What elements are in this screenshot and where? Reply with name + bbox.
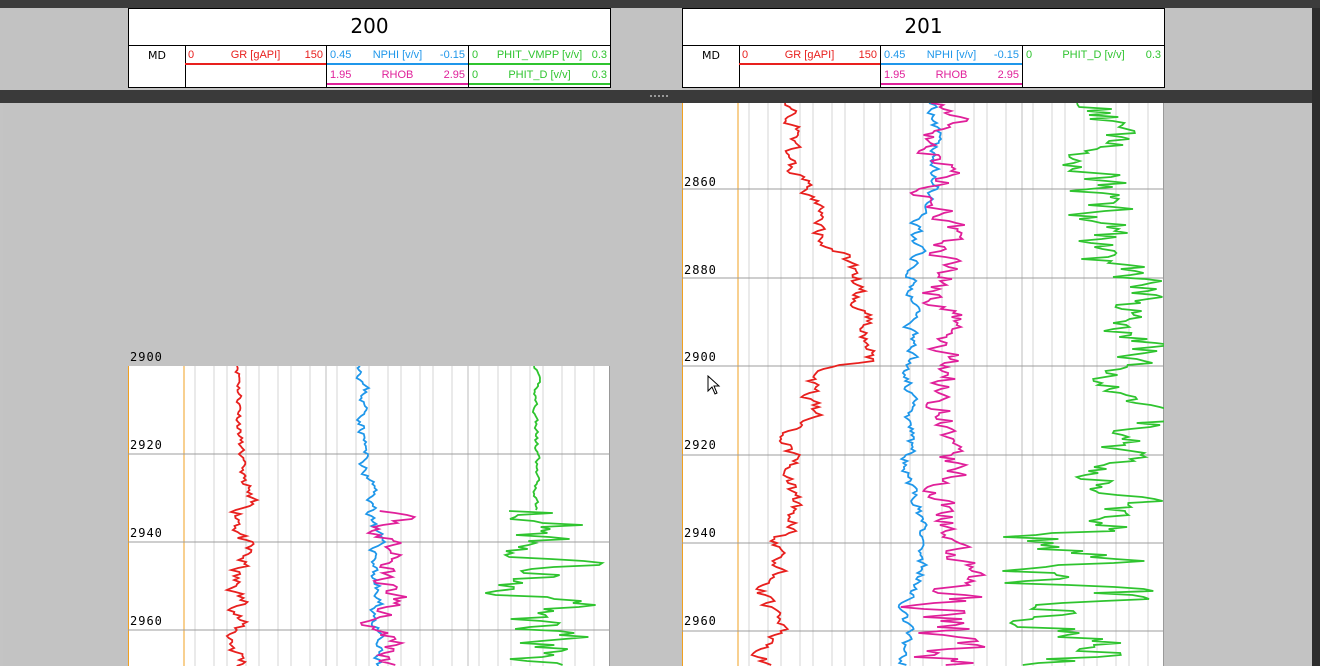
depth-tick-label: 2940 <box>130 526 163 540</box>
md-label: MD <box>148 49 166 62</box>
depth-tick-label: 2940 <box>684 526 717 540</box>
phit-vmpp-curve <box>531 366 541 511</box>
md-label: MD <box>702 49 720 62</box>
md-header: MD <box>683 46 740 88</box>
gr-max: 150 <box>858 49 877 61</box>
gr-curve <box>224 366 260 666</box>
phit-vmpp-max: 0.3 <box>591 49 607 61</box>
well-201-header[interactable]: 201 MD 0 GR [gAPI] 150 0.45 NPHI [v/v] -… <box>682 8 1165 88</box>
rhob-track-header[interactable]: 1.95 RHOB 2.95 <box>327 67 468 85</box>
gr-max: 150 <box>304 49 323 61</box>
nphi-min: 0.45 <box>330 49 352 61</box>
rhob-min: 1.95 <box>884 69 906 81</box>
phit-d-min: 0 <box>472 69 479 81</box>
depth-tick-label: 2920 <box>684 438 717 452</box>
gr-min: 0 <box>188 49 195 61</box>
nphi-name: NPHI [v/v] <box>926 49 977 61</box>
rhob-name: RHOB <box>381 69 414 81</box>
well-201-log-panel[interactable] <box>682 103 1164 666</box>
depth-tick-label: 2860 <box>684 175 717 189</box>
phit-d-max: 0.3 <box>591 69 607 81</box>
nphi-max: -0.15 <box>439 49 465 61</box>
phit-vmpp-track-header[interactable]: 0 PHIT_VMPP [v/v] 0.3 <box>469 47 610 65</box>
gr-curve <box>750 103 877 666</box>
rhob-curve <box>900 103 987 666</box>
phit-d-min: 0 <box>1026 49 1033 61</box>
phit-d-track-header[interactable]: 0 PHIT_D [v/v] 0.3 <box>1023 47 1164 65</box>
nphi-track-header[interactable]: 0.45 NPHI [v/v] -0.15 <box>881 47 1022 65</box>
gr-name: GR [gAPI] <box>784 49 835 61</box>
rhob-name: RHOB <box>935 69 968 81</box>
gr-name: GR [gAPI] <box>230 49 281 61</box>
window-top-bar <box>0 0 1320 8</box>
phit-d-track-header[interactable]: 0 PHIT_D [v/v] 0.3 <box>469 67 610 85</box>
well-200-header[interactable]: 200 MD 0 GR [gAPI] 150 0.45 NPHI [v/v] -… <box>128 8 611 88</box>
gr-min: 0 <box>742 49 749 61</box>
well-title: 201 <box>683 9 1164 46</box>
phit-d-curve <box>1002 103 1164 666</box>
mouse-cursor-icon <box>707 375 721 395</box>
well-200-log-panel[interactable] <box>128 366 610 666</box>
nphi-name: NPHI [v/v] <box>372 49 423 61</box>
nphi-curve <box>355 366 387 666</box>
rhob-max: 2.95 <box>997 69 1019 81</box>
depth-tick-label: 2880 <box>684 263 717 277</box>
depth-tick-label: 2960 <box>130 614 163 628</box>
depth-tick-label: 2900 <box>684 350 717 364</box>
gr-track-header[interactable]: 0 GR [gAPI] 150 <box>739 47 880 65</box>
rhob-curve <box>359 510 417 666</box>
rhob-track-header[interactable]: 1.95 RHOB 2.95 <box>881 67 1022 85</box>
nphi-track-header[interactable]: 0.45 NPHI [v/v] -0.15 <box>327 47 468 65</box>
nphi-max: -0.15 <box>993 49 1019 61</box>
nphi-min: 0.45 <box>884 49 906 61</box>
rhob-max: 2.95 <box>443 69 465 81</box>
gr-track-header[interactable]: 0 GR [gAPI] 150 <box>185 47 326 65</box>
depth-tick-label: 2960 <box>684 614 717 628</box>
phit-d-curve <box>485 510 605 666</box>
vertical-scrollbar[interactable] <box>1312 8 1320 666</box>
phit-vmpp-min: 0 <box>472 49 479 61</box>
phit-d-name: PHIT_D [v/v] <box>1062 49 1125 61</box>
well-title: 200 <box>129 9 610 46</box>
splitter-grip-icon[interactable] <box>650 95 668 99</box>
rhob-min: 1.95 <box>330 69 352 81</box>
md-header: MD <box>129 46 186 88</box>
phit-d-name: PHIT_D [v/v] <box>508 69 571 81</box>
phit-vmpp-name: PHIT_VMPP [v/v] <box>496 49 583 61</box>
depth-tick-label: 2920 <box>130 438 163 452</box>
depth-tick-label: 2900 <box>130 350 163 364</box>
phit-d-max: 0.3 <box>1145 49 1161 61</box>
